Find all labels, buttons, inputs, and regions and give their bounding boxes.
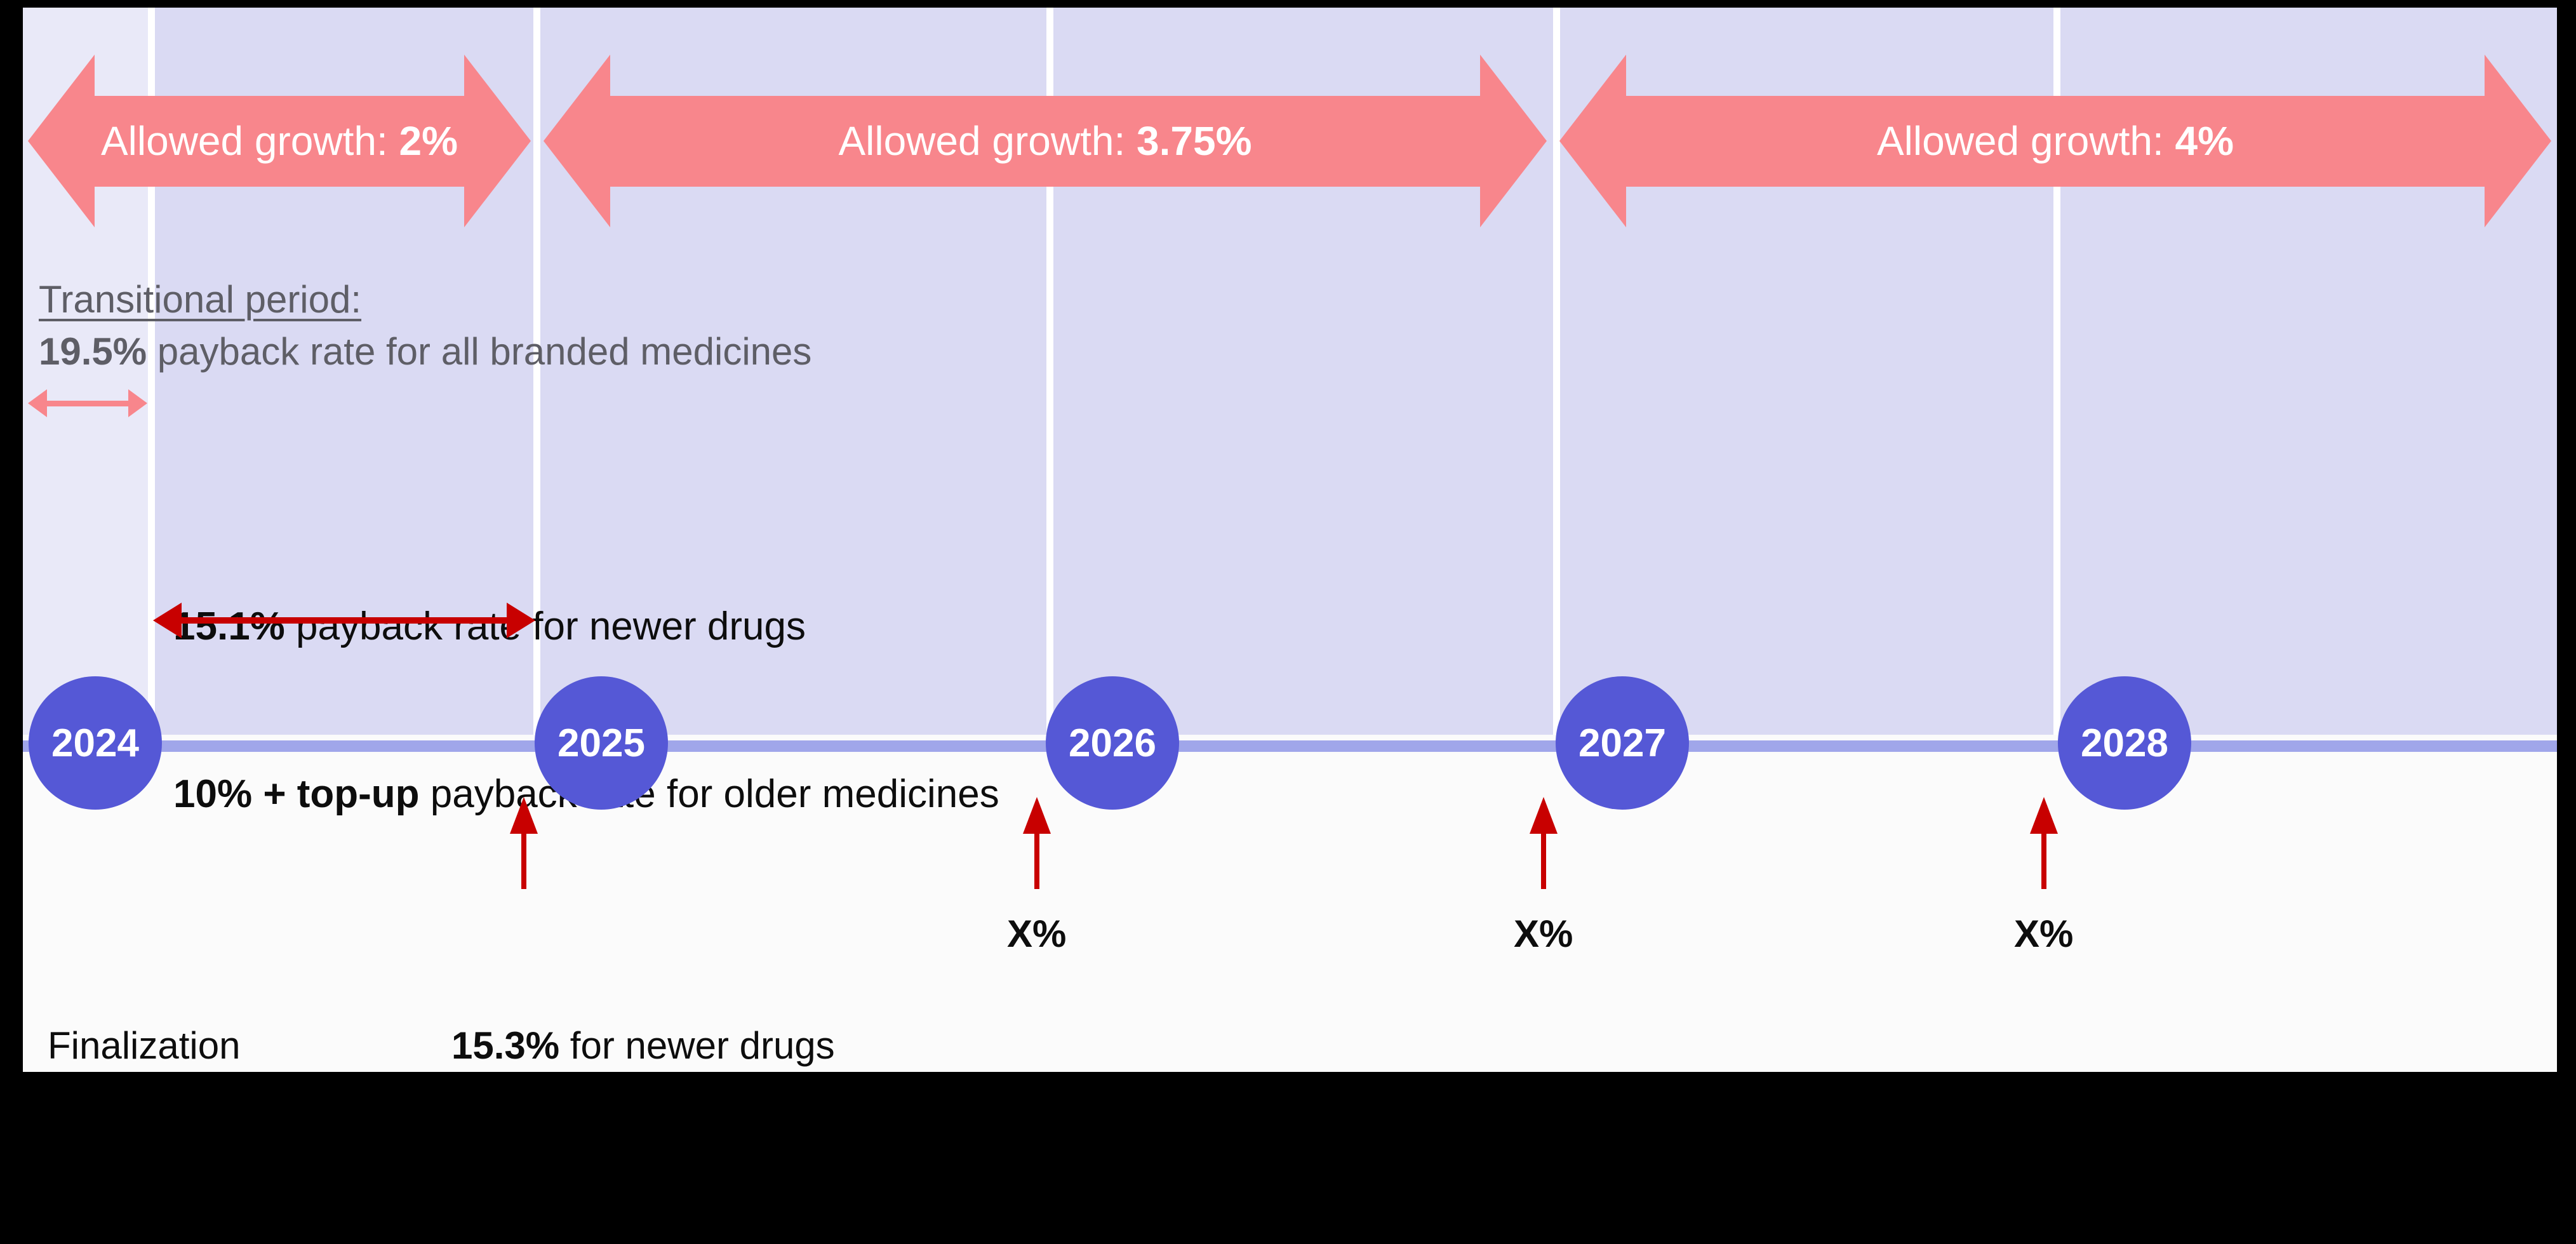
finalization-rate-value: 15.3% (451, 1024, 560, 1067)
transitional-period-title: Transitional period: (39, 278, 362, 321)
allowed-growth-value: 4% (2175, 118, 2234, 164)
allowed-growth-label-period1: Allowed growth: 2% (95, 95, 464, 187)
finalization-arrow-2025-icon (510, 797, 538, 889)
payback-rates-2024-note: 15.1% payback rate for newer drugs 10% +… (173, 487, 999, 934)
arrow-shaft (521, 834, 526, 889)
arrow-left-head-icon (28, 55, 95, 227)
arrow-shaft (1034, 834, 1039, 889)
arrow-shaft (1541, 834, 1546, 889)
arrow-shaft (2041, 834, 2046, 889)
finalization-rate-value: X% (2014, 913, 2074, 955)
allowed-growth-arrow-period2: Allowed growth: 3.75% (544, 55, 1547, 227)
finalization-arrow-2027-icon (1530, 797, 1558, 889)
year-circle-2025: 2025 (535, 676, 668, 810)
arrow-right-head-icon (464, 55, 531, 227)
finalization-rate-value: X% (1514, 913, 1573, 955)
finalization-label-line1: Finalization (48, 1024, 241, 1067)
year-label: 2024 (51, 721, 139, 765)
year-circle-2028: 2028 (2058, 676, 2191, 810)
finalization-2025-line1: 15.3% for newer drugs (451, 1018, 835, 1072)
arrow-right-head-icon (1480, 55, 1547, 227)
arrow-up-head-icon (1023, 797, 1051, 834)
finalization-rate-value: X% (1007, 913, 1067, 955)
year-circle-2026: 2026 (1046, 676, 1179, 810)
finalization-label: Finalization of payback %: (48, 906, 287, 1072)
arrow-right-head-icon (128, 389, 147, 417)
period-2024-2025-span-arrow-icon (153, 603, 535, 638)
transitional-span-arrow-icon (28, 388, 147, 418)
year-label: 2027 (1578, 721, 1666, 765)
allowed-growth-label-period3: Allowed growth: 4% (1626, 95, 2485, 187)
payback-older-value: 10% + top-up (173, 772, 420, 816)
payback-newer-drugs-line: 15.1% payback rate for newer drugs (173, 599, 999, 655)
arrow-shaft (182, 617, 507, 624)
allowed-growth-label-period2: Allowed growth: 3.75% (610, 95, 1480, 187)
allowed-growth-prefix: Allowed growth: (100, 118, 399, 164)
allowed-growth-value: 3.75% (1137, 118, 1252, 164)
finalization-2025-value: 15.3% for newer drugs (current assumptio… (451, 906, 835, 1072)
year-circle-2024: 2024 (29, 676, 162, 810)
year-label: 2026 (1069, 721, 1156, 765)
arrow-left-head-icon (153, 603, 182, 638)
arrow-up-head-icon (1530, 797, 1558, 834)
finalization-arrow-2028-icon (2030, 797, 2058, 889)
arrow-left-head-icon (28, 389, 47, 417)
finalization-2027-value: X% (1514, 906, 1573, 962)
finalization-rate-text: for newer drugs (559, 1024, 835, 1067)
year-label: 2028 (2081, 721, 2168, 765)
year-circle-2027: 2027 (1556, 676, 1689, 810)
transitional-period-rate: 19.5% payback rate for all branded medic… (39, 329, 811, 375)
payback-older-medicines-line: 10% + top-up payback rate for older medi… (173, 766, 999, 822)
finalization-2028-value: X% (2014, 906, 2073, 962)
allowed-growth-arrow-period3: Allowed growth: 4% (1559, 55, 2551, 227)
transitional-rate-value: 19.5% (39, 330, 147, 373)
payback-older-text: payback rate for older medicines (419, 772, 999, 816)
allowed-growth-prefix: Allowed growth: (1876, 118, 2175, 164)
payback-newer-value: 15.1% (173, 605, 285, 648)
allowed-growth-value: 2% (399, 118, 458, 164)
transitional-rate-text: payback rate for all branded medicines (147, 330, 812, 373)
arrow-right-head-icon (2485, 55, 2551, 227)
finalization-arrow-2026-icon (1023, 797, 1051, 889)
allowed-growth-prefix: Allowed growth: (838, 118, 1137, 164)
payback-newer-text: payback rate for newer drugs (284, 605, 806, 648)
arrow-left-head-icon (1559, 55, 1626, 227)
arrow-left-head-icon (544, 55, 610, 227)
finalization-2026-value: X% (1007, 906, 1066, 962)
allowed-growth-arrow-period1: Allowed growth: 2% (28, 55, 531, 227)
arrow-up-head-icon (2030, 797, 2058, 834)
arrow-up-head-icon (510, 797, 538, 834)
arrow-shaft (47, 400, 128, 406)
year-label: 2025 (557, 721, 645, 765)
figure-panel: Allowed growth: 2% Allowed growth: 3.75%… (23, 8, 2557, 1072)
arrow-right-head-icon (507, 603, 535, 638)
